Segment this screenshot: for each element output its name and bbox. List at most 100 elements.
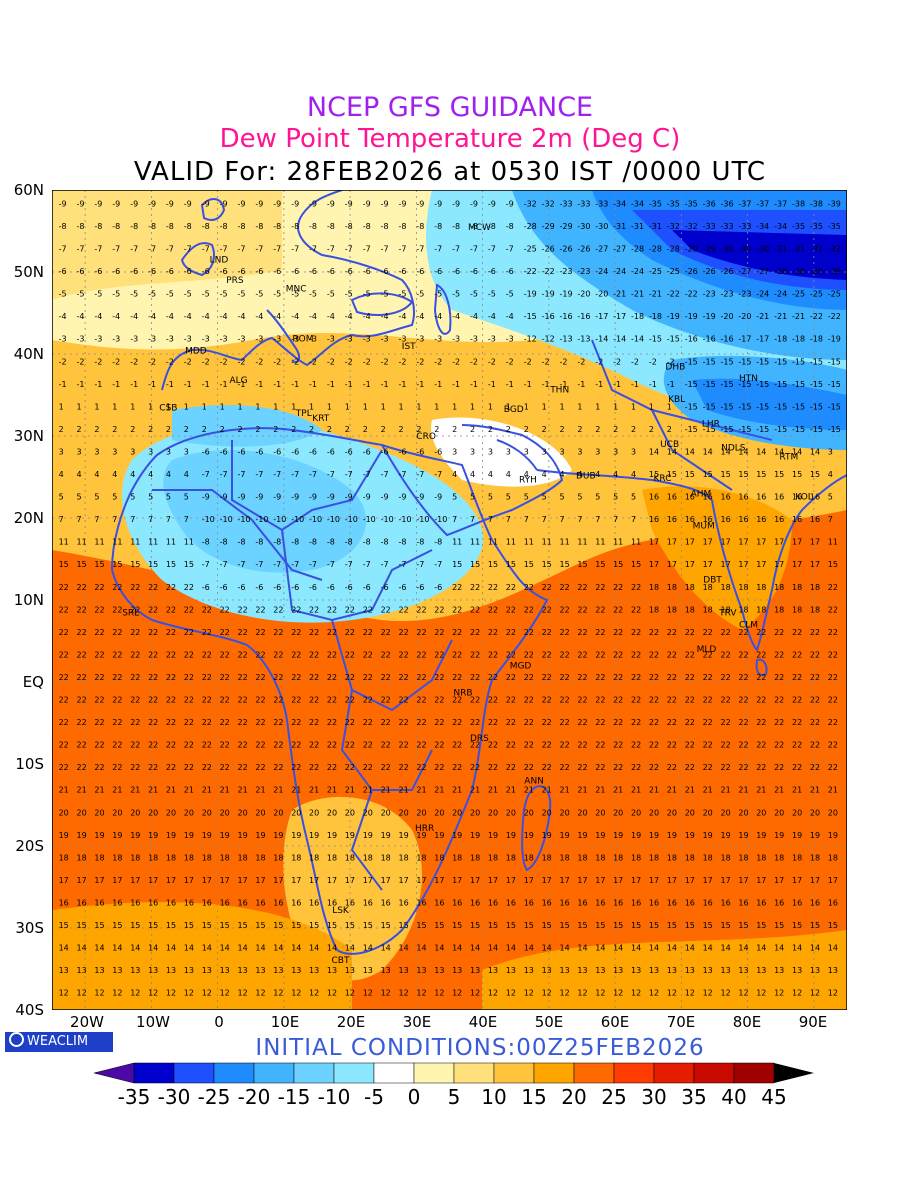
lon-label-40e: 40E bbox=[468, 1013, 498, 1031]
field-value: 22 bbox=[470, 741, 480, 750]
field-value: 18 bbox=[738, 583, 748, 592]
field-value: 13 bbox=[381, 966, 391, 975]
field-value: -9 bbox=[77, 199, 85, 208]
field-value: 14 bbox=[577, 944, 587, 953]
field-value: -2 bbox=[166, 357, 174, 366]
field-value: 13 bbox=[560, 966, 570, 975]
field-value: 22 bbox=[560, 628, 570, 637]
field-value: 22 bbox=[613, 741, 623, 750]
field-value: 12 bbox=[649, 989, 659, 998]
field-value: -1 bbox=[631, 380, 639, 389]
city-label: DBT bbox=[703, 576, 722, 586]
field-value: 2 bbox=[577, 425, 582, 434]
field-value: -2 bbox=[631, 357, 639, 366]
field-value: -34 bbox=[631, 199, 644, 208]
field-value: 22 bbox=[524, 696, 534, 705]
field-value: -20 bbox=[721, 312, 734, 321]
field-value: 16 bbox=[792, 899, 802, 908]
field-value: 22 bbox=[77, 696, 87, 705]
field-value: 13 bbox=[238, 966, 248, 975]
field-value: -5 bbox=[345, 290, 353, 299]
field-value: 22 bbox=[273, 696, 283, 705]
field-value: 17 bbox=[756, 560, 766, 569]
field-value: 20 bbox=[202, 808, 212, 817]
field-value: 4 bbox=[112, 470, 117, 479]
field-value: 4 bbox=[595, 470, 600, 479]
field-value: 12 bbox=[756, 989, 766, 998]
field-value: 21 bbox=[399, 786, 409, 795]
field-value: 18 bbox=[774, 605, 784, 614]
field-value: 12 bbox=[273, 989, 283, 998]
field-value: 13 bbox=[506, 966, 516, 975]
field-value: 22 bbox=[130, 650, 140, 659]
field-value: 1 bbox=[506, 402, 511, 411]
field-value: -2 bbox=[381, 357, 389, 366]
field-value: 22 bbox=[255, 605, 265, 614]
field-value: 18 bbox=[756, 583, 766, 592]
field-value: 18 bbox=[703, 853, 713, 862]
field-value: 3 bbox=[828, 447, 833, 456]
colorbar-min-arrow bbox=[93, 1062, 135, 1084]
field-value: 19 bbox=[202, 831, 212, 840]
field-value: -7 bbox=[488, 245, 496, 254]
field-value: 22 bbox=[828, 741, 838, 750]
field-value: 22 bbox=[220, 673, 230, 682]
field-value: -7 bbox=[291, 470, 299, 479]
field-value: 1 bbox=[560, 402, 565, 411]
colorbar-segment bbox=[293, 1062, 335, 1084]
field-value: -26 bbox=[721, 267, 734, 276]
field-value: 22 bbox=[774, 763, 784, 772]
field-value: 21 bbox=[685, 786, 695, 795]
field-value: 14 bbox=[77, 944, 87, 953]
field-value: -7 bbox=[309, 560, 317, 569]
field-value: 19 bbox=[148, 831, 158, 840]
field-value: 22 bbox=[756, 741, 766, 750]
field-value: -29 bbox=[560, 222, 573, 231]
field-value: 15 bbox=[59, 560, 69, 569]
field-value: 22 bbox=[828, 628, 838, 637]
field-value: -30 bbox=[756, 245, 769, 254]
field-value: 2 bbox=[560, 425, 565, 434]
field-value: 22 bbox=[59, 583, 69, 592]
colorbar-segment bbox=[613, 1062, 655, 1084]
field-value: -7 bbox=[220, 245, 228, 254]
field-value: 17 bbox=[738, 560, 748, 569]
field-value: -1 bbox=[649, 380, 657, 389]
field-value: 13 bbox=[792, 966, 802, 975]
field-value: 22 bbox=[685, 763, 695, 772]
lon-label-20w: 20W bbox=[70, 1013, 104, 1031]
field-value: 11 bbox=[112, 538, 122, 547]
field-value: 17 bbox=[148, 876, 158, 885]
field-value: 16 bbox=[649, 899, 659, 908]
field-value: -2 bbox=[309, 357, 317, 366]
field-value: 22 bbox=[381, 673, 391, 682]
field-value: 22 bbox=[613, 696, 623, 705]
map-title: NCEP GFS GUIDANCE bbox=[306, 92, 594, 123]
field-value: -7 bbox=[166, 245, 174, 254]
field-value: 22 bbox=[202, 628, 212, 637]
field-value: -10 bbox=[291, 515, 304, 524]
field-value: 22 bbox=[202, 673, 212, 682]
colorbar-tick-label: -20 bbox=[237, 1085, 271, 1109]
field-value: 22 bbox=[488, 763, 498, 772]
field-value: -4 bbox=[94, 312, 102, 321]
field-value: 22 bbox=[112, 628, 122, 637]
field-value: 15 bbox=[774, 921, 784, 930]
field-value: 22 bbox=[94, 605, 104, 614]
field-value: 17 bbox=[685, 876, 695, 885]
field-value: 20 bbox=[542, 808, 552, 817]
field-value: -7 bbox=[381, 560, 389, 569]
field-value: 20 bbox=[721, 808, 731, 817]
field-value: -4 bbox=[434, 312, 442, 321]
field-value: 22 bbox=[524, 741, 534, 750]
field-value: -10 bbox=[220, 515, 233, 524]
field-value: -7 bbox=[416, 470, 424, 479]
field-value: 15 bbox=[613, 921, 623, 930]
field-value: 18 bbox=[488, 853, 498, 862]
field-value: 11 bbox=[828, 538, 838, 547]
field-value: -9 bbox=[220, 199, 228, 208]
field-value: 19 bbox=[166, 831, 176, 840]
field-value: 12 bbox=[667, 989, 677, 998]
field-value: 13 bbox=[166, 966, 176, 975]
field-value: 22 bbox=[112, 696, 122, 705]
